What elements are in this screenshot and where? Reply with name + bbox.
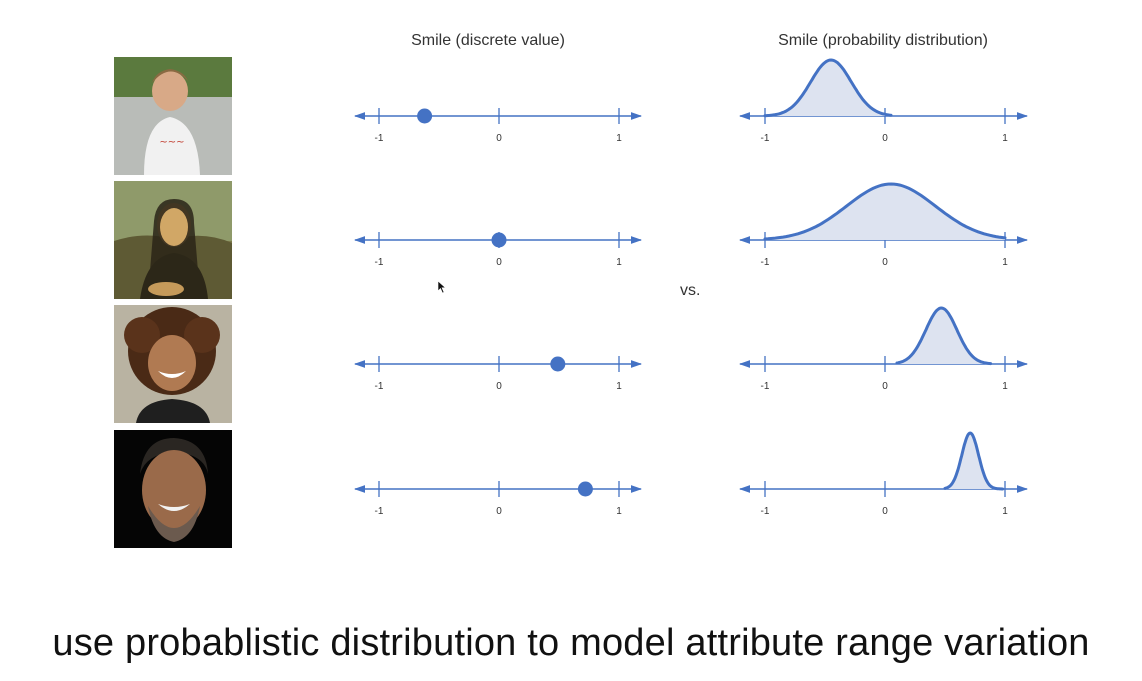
discrete-tick-label-0: -1 [375, 133, 384, 144]
mouse-cursor-icon [437, 280, 447, 294]
distribution-curve-2 [895, 306, 993, 366]
distribution-tick-label-2: -1 [761, 381, 770, 392]
distribution-curve-1 [763, 182, 1007, 241]
photo-man-laughing [114, 430, 232, 548]
distribution-tick-label-1: 1 [1002, 257, 1008, 268]
discrete-value-dot-2 [550, 356, 566, 372]
distribution-tick-label-3: 1 [1002, 506, 1008, 517]
vs-label: vs. [680, 282, 701, 299]
discrete-tick-label-2: -1 [375, 381, 384, 392]
distribution-tick-label-0: 0 [882, 133, 888, 144]
discrete-value-dot-3 [577, 481, 593, 497]
discrete-tick-label-2: 1 [616, 381, 622, 392]
distribution-curve-0 [763, 58, 893, 118]
distribution-area-3 [945, 433, 1003, 489]
discrete-tick-label-1: 0 [496, 257, 502, 268]
distribution-tick-label-0: 1 [1002, 133, 1008, 144]
distribution-area-1 [765, 184, 1005, 240]
discrete-tick-label-2: 0 [496, 381, 502, 392]
discrete-tick-label-0: 0 [496, 133, 502, 144]
discrete-tick-label-3: 0 [496, 506, 502, 517]
smile-figure: -1 0 1 -1 0 1 -1 0 1 -1 0 1 -1 0 1 -1 0 1 -1 0 1 -1 0 1 [353, 58, 1029, 517]
discrete-value-dot-1 [491, 232, 507, 248]
distribution-tick-label-3: 0 [882, 506, 888, 517]
photo-girl-smiling [114, 305, 232, 423]
photo-boy-frowning: ~~~ [114, 57, 232, 175]
discrete-tick-label-3: 1 [616, 506, 622, 517]
distribution-tick-label-0: -1 [761, 133, 770, 144]
distribution-tick-label-2: 0 [882, 381, 888, 392]
svg-text:~~~: ~~~ [159, 137, 184, 148]
distribution-tick-label-1: 0 [882, 257, 888, 268]
slide-caption: use probablistic distribution to model a… [52, 622, 1090, 664]
discrete-tick-label-1: -1 [375, 257, 384, 268]
distribution-tick-label-3: -1 [761, 506, 770, 517]
distribution-area-0 [765, 60, 891, 116]
distribution-column-title: Smile (probability distribution) [778, 32, 988, 49]
discrete-tick-label-1: 1 [616, 257, 622, 268]
discrete-value-dot-0 [417, 108, 433, 124]
discrete-tick-label-3: -1 [375, 506, 384, 517]
discrete-tick-label-0: 1 [616, 133, 622, 144]
discrete-column-title: Smile (discrete value) [411, 32, 565, 49]
distribution-tick-label-1: -1 [761, 257, 770, 268]
photo-mona-lisa [114, 181, 232, 299]
distribution-tick-label-2: 1 [1002, 381, 1008, 392]
distribution-curve-3 [943, 431, 1005, 491]
